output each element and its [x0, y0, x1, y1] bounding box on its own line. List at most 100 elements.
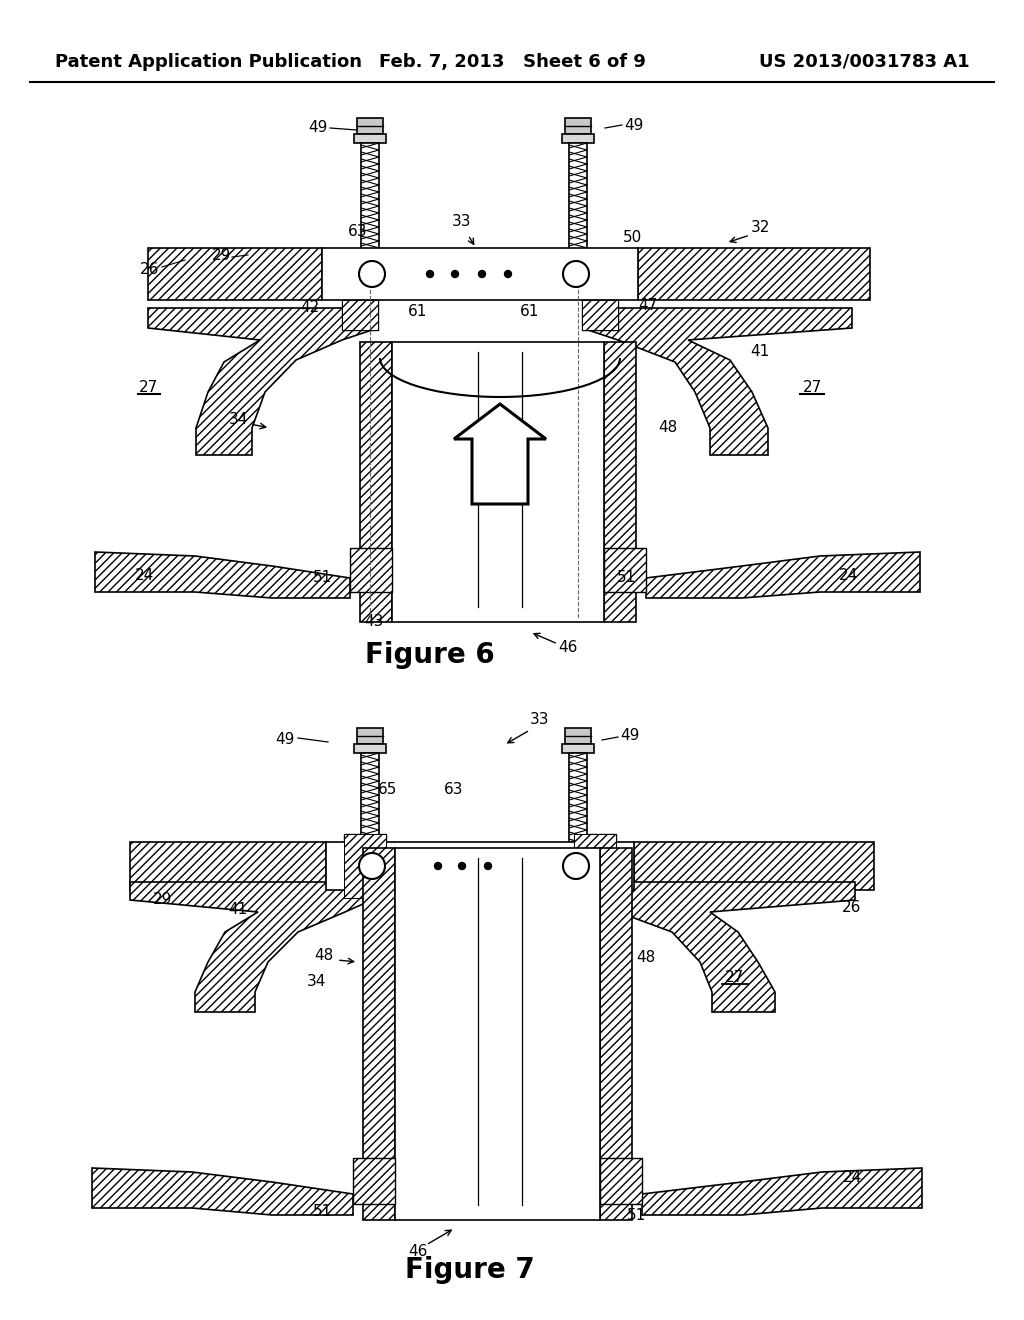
Circle shape: [452, 271, 459, 277]
Text: 49: 49: [621, 727, 640, 742]
Bar: [574, 834, 616, 898]
Circle shape: [359, 853, 385, 879]
Bar: [565, 117, 591, 135]
Text: 51: 51: [627, 1208, 645, 1222]
Polygon shape: [148, 308, 372, 455]
Polygon shape: [646, 552, 920, 598]
Text: US 2013/0031783 A1: US 2013/0031783 A1: [760, 53, 970, 71]
Bar: [357, 729, 383, 744]
Polygon shape: [638, 248, 870, 300]
Polygon shape: [362, 847, 395, 1220]
Circle shape: [359, 261, 385, 286]
Text: 65: 65: [378, 783, 397, 797]
Circle shape: [434, 862, 441, 870]
Text: 61: 61: [520, 305, 540, 319]
Bar: [353, 1158, 395, 1204]
Text: 34: 34: [228, 412, 248, 428]
Circle shape: [505, 271, 512, 277]
Text: 42: 42: [300, 300, 319, 314]
Bar: [600, 1158, 642, 1204]
Bar: [342, 300, 378, 330]
Text: 46: 46: [409, 1245, 428, 1259]
Text: 46: 46: [558, 640, 578, 656]
Text: 24: 24: [839, 568, 858, 582]
Text: 26: 26: [140, 263, 160, 277]
Polygon shape: [454, 404, 546, 504]
Text: Figure 6: Figure 6: [366, 642, 495, 669]
Bar: [361, 752, 379, 863]
Text: 61: 61: [409, 305, 428, 319]
Bar: [361, 143, 379, 253]
Text: 41: 41: [751, 345, 770, 359]
Text: 49: 49: [275, 733, 295, 747]
Text: 49: 49: [624, 117, 643, 132]
Polygon shape: [95, 552, 350, 598]
Text: 43: 43: [365, 615, 384, 630]
Text: 63: 63: [444, 783, 464, 797]
Circle shape: [427, 271, 433, 277]
Text: 61: 61: [459, 928, 477, 944]
Circle shape: [563, 853, 589, 879]
Text: 27: 27: [725, 970, 744, 986]
Text: 48: 48: [314, 949, 334, 964]
Circle shape: [478, 271, 485, 277]
Polygon shape: [148, 248, 322, 300]
Text: 24: 24: [843, 1171, 861, 1185]
Text: 61: 61: [444, 850, 464, 866]
Bar: [582, 300, 618, 330]
Polygon shape: [634, 842, 874, 890]
Bar: [344, 834, 386, 898]
Text: 26: 26: [843, 900, 861, 916]
Text: 32: 32: [751, 220, 770, 235]
Bar: [342, 300, 378, 330]
Polygon shape: [604, 342, 636, 622]
Text: 27: 27: [803, 380, 821, 396]
Polygon shape: [130, 882, 372, 1012]
Text: 24: 24: [135, 568, 155, 582]
Text: 51: 51: [312, 1204, 332, 1220]
Bar: [582, 300, 618, 330]
Text: 63: 63: [348, 224, 368, 239]
Text: 51: 51: [312, 570, 332, 586]
Text: Patent Application Publication: Patent Application Publication: [55, 53, 362, 71]
Bar: [565, 729, 591, 744]
Text: 33: 33: [530, 713, 550, 727]
Text: 45: 45: [507, 923, 525, 937]
Text: Figure 7: Figure 7: [406, 1257, 535, 1284]
Text: 48: 48: [636, 950, 655, 965]
Bar: [357, 117, 383, 135]
Bar: [604, 548, 646, 591]
Bar: [569, 752, 587, 863]
Text: 47: 47: [638, 297, 657, 313]
Bar: [562, 744, 594, 752]
Bar: [326, 842, 634, 890]
Bar: [392, 342, 604, 622]
Polygon shape: [360, 342, 392, 622]
Text: 48: 48: [658, 421, 678, 436]
Polygon shape: [130, 842, 326, 890]
Text: 51: 51: [616, 570, 636, 586]
Text: 29: 29: [154, 892, 173, 908]
Bar: [354, 135, 386, 143]
Circle shape: [459, 862, 466, 870]
Text: 27: 27: [138, 380, 158, 396]
Circle shape: [484, 862, 492, 870]
Bar: [574, 834, 616, 898]
Text: 49: 49: [308, 120, 328, 136]
Bar: [322, 248, 638, 300]
Text: 41: 41: [228, 903, 248, 917]
Bar: [562, 135, 594, 143]
Polygon shape: [588, 308, 852, 455]
Circle shape: [563, 261, 589, 286]
Text: 50: 50: [623, 231, 642, 246]
Bar: [354, 744, 386, 752]
Text: 34: 34: [306, 974, 326, 990]
Bar: [569, 143, 587, 253]
Text: Feb. 7, 2013   Sheet 6 of 9: Feb. 7, 2013 Sheet 6 of 9: [379, 53, 645, 71]
Bar: [395, 847, 600, 1220]
Bar: [344, 834, 386, 898]
Text: 33: 33: [453, 214, 472, 230]
Polygon shape: [600, 847, 632, 1220]
Polygon shape: [588, 882, 855, 1012]
Text: 29: 29: [212, 248, 231, 263]
